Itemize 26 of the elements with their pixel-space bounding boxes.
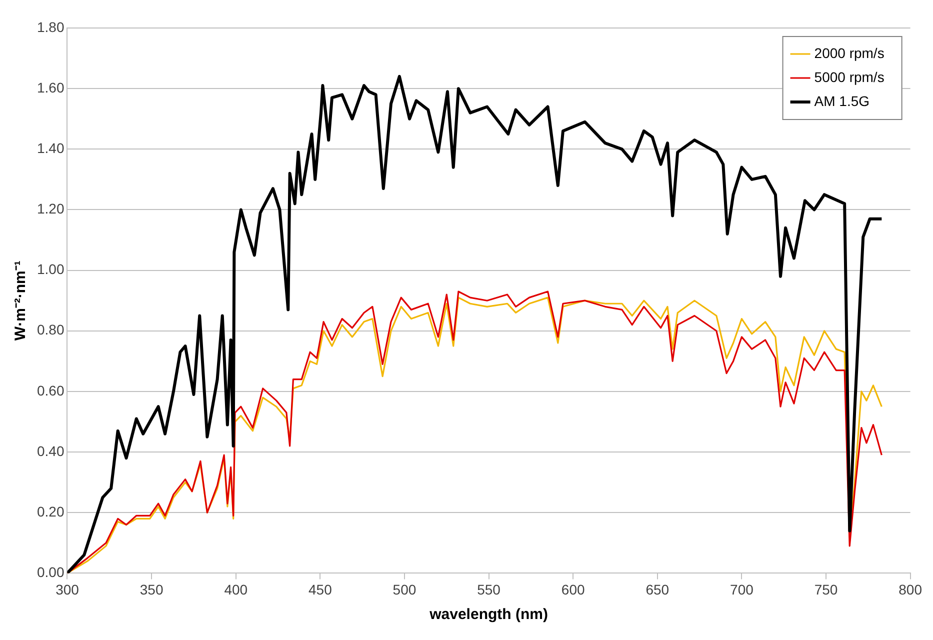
y-tick-label: 1.40 xyxy=(37,140,64,156)
y-tick-label: 0.80 xyxy=(37,322,64,338)
x-tick-label: 350 xyxy=(140,581,164,598)
x-tick-label: 600 xyxy=(561,581,585,598)
x-tick-label: 450 xyxy=(308,581,332,598)
y-tick-label: 0.20 xyxy=(37,503,64,520)
y-tick-label: 0.00 xyxy=(37,564,64,580)
y-tick-label: 0.60 xyxy=(37,382,64,398)
y-tick-label: 1.80 xyxy=(37,18,64,35)
x-tick-label: 700 xyxy=(730,581,754,598)
x-tick-label: 650 xyxy=(646,581,670,598)
x-tick-label: 500 xyxy=(392,581,416,598)
legend-label: 5000 rpm/s xyxy=(814,68,884,85)
legend-label: AM 1.5G xyxy=(814,92,870,109)
x-tick-label: 400 xyxy=(224,581,248,598)
y-tick-label: 1.20 xyxy=(37,200,64,217)
x-tick-label: 550 xyxy=(477,581,501,598)
legend-label: 2000 rpm/s xyxy=(814,44,884,61)
y-tick-label: 0.40 xyxy=(37,442,64,459)
x-tick-label: 750 xyxy=(814,581,838,598)
y-axis-title: W·m⁻²·nm⁻¹ xyxy=(12,260,30,341)
x-axis-title: wavelength (nm) xyxy=(428,606,548,624)
y-tick-label: 1.60 xyxy=(37,79,64,96)
x-tick-label: 300 xyxy=(56,581,80,598)
x-tick-label: 800 xyxy=(898,581,922,598)
y-tick-label: 1.00 xyxy=(37,261,64,278)
